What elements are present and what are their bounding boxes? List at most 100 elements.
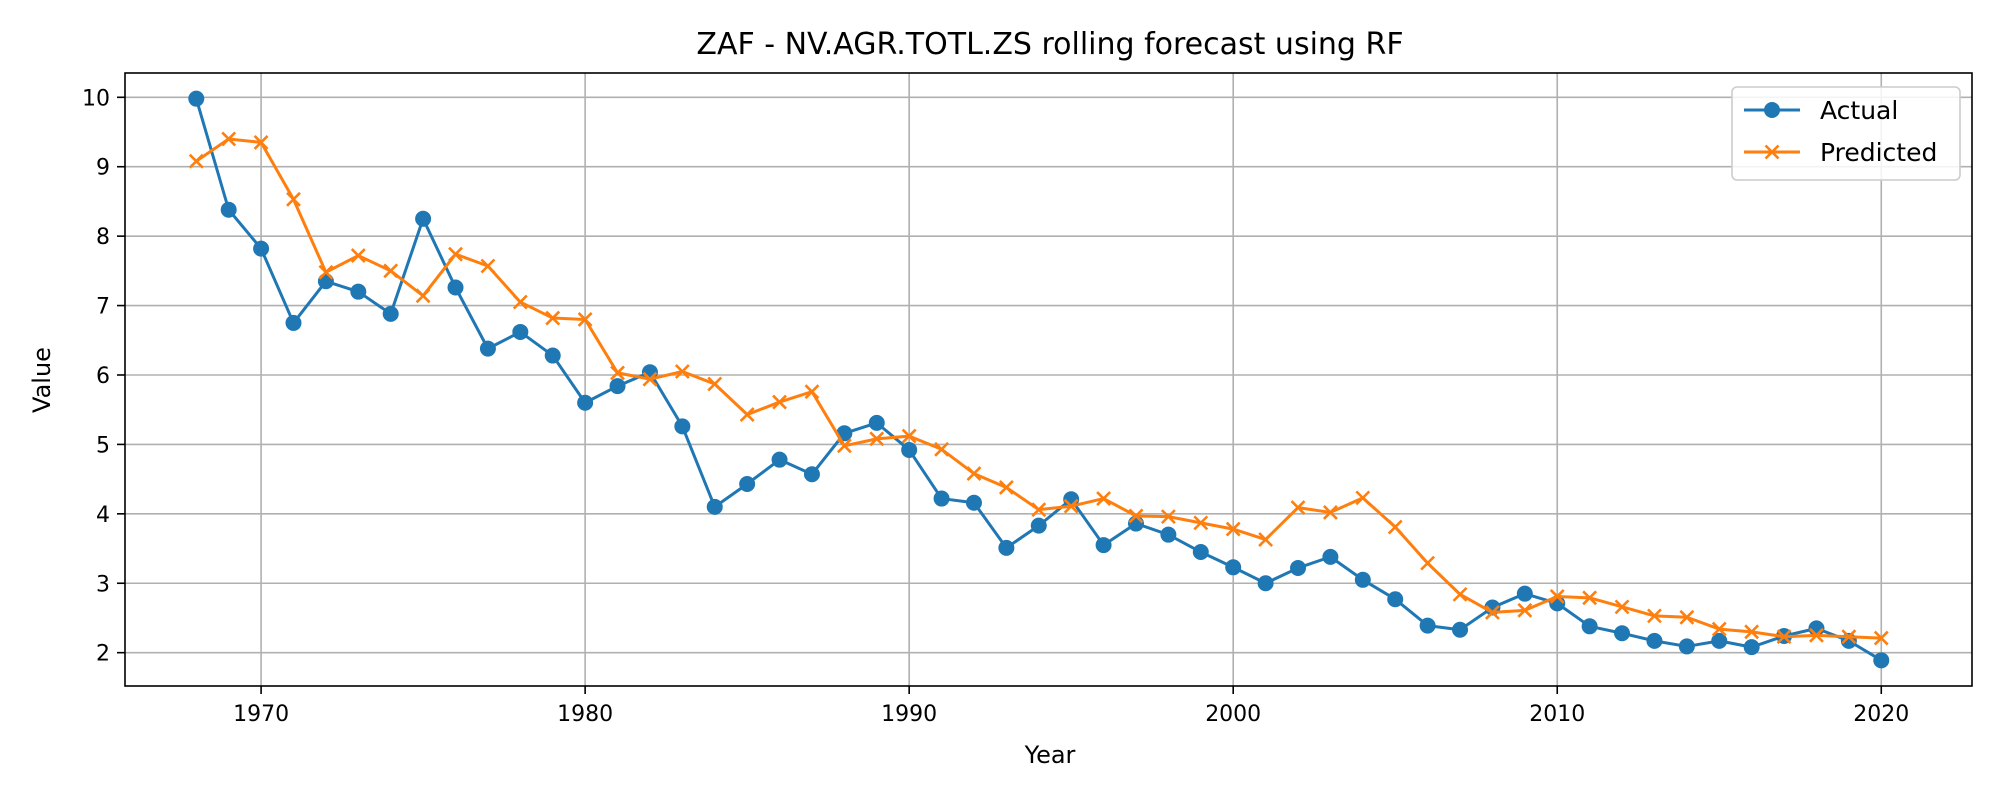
actual-point (1581, 618, 1598, 635)
predicted-point (1193, 515, 1209, 531)
predicted-point (804, 384, 820, 400)
predicted-point (1031, 502, 1047, 518)
predicted-point (869, 431, 885, 447)
actual-point (1387, 591, 1404, 608)
predicted-point (577, 312, 593, 327)
predicted-point (253, 135, 269, 150)
actual-point (415, 210, 432, 227)
actual-point (609, 378, 626, 395)
y-tick-label: 4 (96, 503, 110, 528)
x-tick-label: 1990 (881, 702, 937, 727)
x-tick-label: 2020 (1853, 702, 1909, 727)
actual-point (739, 475, 756, 492)
predicted-point (1614, 599, 1630, 615)
actual-point (965, 494, 982, 511)
legend: Actual Predicted (1731, 86, 1961, 181)
actual-point (479, 340, 496, 357)
y-axis: 2 3 4 5 6 7 8 9 10 (82, 86, 125, 667)
actual-point (1127, 515, 1144, 532)
predicted-point (1322, 505, 1338, 520)
actual-point (803, 466, 820, 483)
y-axis-label: Value (28, 347, 56, 413)
y-tick-label: 9 (96, 156, 110, 181)
predicted-point (1582, 590, 1598, 606)
actual-point (1711, 632, 1728, 649)
x-axis-label: Year (1024, 741, 1076, 769)
series-actual (188, 90, 1890, 669)
plot-frame (124, 72, 1973, 687)
predicted-point (1387, 519, 1403, 535)
actual-point (901, 441, 918, 458)
predicted-point (1873, 630, 1889, 646)
predicted-point (1679, 609, 1695, 625)
actual-point (1192, 544, 1209, 561)
y-tick-label: 2 (96, 642, 110, 667)
actual-point (1225, 559, 1242, 576)
predicted-point (318, 264, 334, 280)
predicted-point (707, 376, 723, 392)
series-layer (188, 90, 1890, 669)
predicted-point (739, 407, 755, 422)
legend-marker-x (1764, 144, 1780, 160)
predicted-point (1809, 627, 1824, 643)
actual-point (1419, 617, 1436, 634)
actual-point (577, 394, 594, 411)
actual-point (771, 451, 788, 468)
actual-point (868, 414, 885, 431)
predicted-point (901, 428, 917, 444)
actual-point (1095, 537, 1112, 554)
x-tick-label: 1970 (233, 702, 289, 727)
predicted-point (1160, 509, 1176, 525)
actual-point (1322, 548, 1339, 565)
actual-point (1354, 571, 1371, 588)
y-tick-label: 8 (96, 225, 110, 250)
predicted-point (448, 246, 463, 262)
predicted-point (1096, 491, 1112, 506)
actual-point (1257, 575, 1274, 592)
predicted-point (1549, 589, 1565, 604)
predicted-point (221, 131, 237, 147)
predicted-point (1452, 586, 1468, 602)
predicted-point (1647, 608, 1662, 624)
predicted-point (286, 191, 301, 207)
series-predicted (188, 131, 1889, 646)
predicted-point (998, 480, 1014, 495)
predicted-point (512, 294, 528, 310)
actual-point (188, 90, 205, 107)
predicted-point (1711, 621, 1727, 637)
predicted-point (1128, 508, 1144, 524)
predicted-point (1485, 604, 1500, 620)
x-tick-label: 2000 (1205, 702, 1261, 727)
actual-point (1743, 639, 1760, 656)
predicted-point (383, 263, 399, 279)
predicted-point (1744, 624, 1760, 640)
actual-point (1646, 632, 1663, 649)
predicted-point (1420, 555, 1436, 571)
predicted-point (350, 248, 366, 264)
predicted-point (545, 310, 561, 326)
predicted-point (1290, 500, 1306, 516)
actual-point (253, 240, 270, 257)
legend-marker-circle (1764, 102, 1780, 118)
actual-point (1873, 652, 1890, 669)
actual-point (1516, 585, 1533, 602)
actual-point (220, 201, 237, 218)
actual-point (382, 305, 399, 322)
predicted-point (1225, 521, 1241, 537)
predicted-point (1841, 629, 1857, 645)
predicted-point (642, 371, 658, 387)
y-tick-label: 10 (82, 86, 110, 111)
actual-point (512, 323, 529, 340)
predicted-point (836, 438, 852, 454)
predicted-point (480, 258, 496, 274)
actual-point (933, 490, 950, 507)
actual-point (285, 314, 302, 331)
y-tick-label: 6 (96, 364, 110, 389)
predicted-point (1258, 532, 1274, 547)
chart-title: ZAF - NV.AGR.TOTL.ZS rolling forecast us… (696, 27, 1403, 62)
actual-point (674, 418, 691, 435)
predicted-point (610, 365, 625, 381)
y-tick-label: 7 (96, 295, 110, 320)
